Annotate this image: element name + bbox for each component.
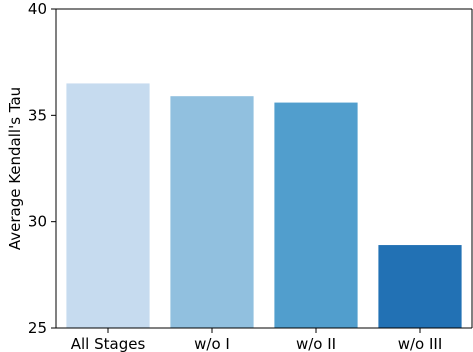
y-tick-label: 25 <box>28 319 47 337</box>
bar-w-o-ii <box>274 102 358 328</box>
y-tick-label: 40 <box>28 0 47 18</box>
y-axis-ticks: 25 30 35 40 <box>28 0 56 337</box>
x-tick-label: w/o II <box>296 335 336 352</box>
y-tick-label: 35 <box>28 106 47 124</box>
x-axis-ticks: All Stages w/o I w/o II w/o III <box>71 328 443 352</box>
bar-all-stages <box>66 83 150 328</box>
y-axis-label: Average Kendall's Tau <box>6 87 24 250</box>
x-tick-label: All Stages <box>71 335 146 352</box>
y-tick-label: 30 <box>28 213 47 231</box>
bar-w-o-iii <box>378 245 462 328</box>
x-tick-label: w/o III <box>398 335 443 352</box>
bar-w-o-i <box>170 96 254 329</box>
x-tick-label: w/o I <box>194 335 230 352</box>
bars-group <box>66 83 462 329</box>
